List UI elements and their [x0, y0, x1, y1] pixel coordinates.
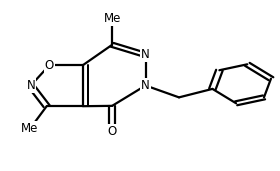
Text: Me: Me — [103, 12, 121, 25]
Text: O: O — [108, 125, 117, 138]
Text: N: N — [141, 48, 150, 61]
Text: Me: Me — [21, 122, 39, 135]
Text: O: O — [45, 59, 54, 72]
Text: N: N — [26, 79, 35, 92]
Text: N: N — [141, 79, 150, 92]
